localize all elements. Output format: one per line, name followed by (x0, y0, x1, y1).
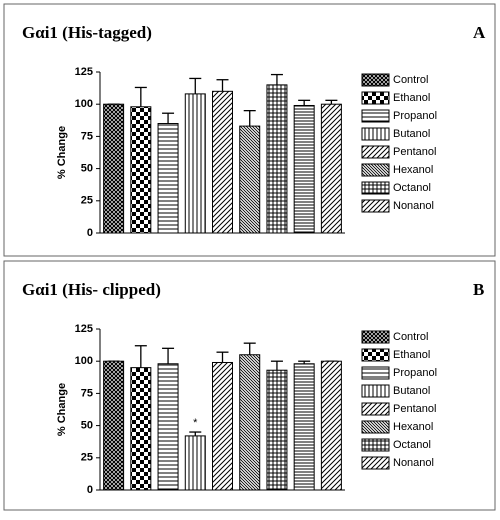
legend-swatch (361, 402, 390, 416)
bar (266, 84, 288, 234)
bar (130, 106, 152, 234)
y-tick-label: 75 (81, 130, 93, 142)
bar (320, 103, 342, 234)
legend-label: Nonanol (393, 457, 434, 469)
bar (103, 360, 125, 491)
legend-label: Ethanol (393, 92, 430, 104)
legend-label: Propanol (393, 110, 437, 122)
y-tick-label: 0 (87, 484, 93, 496)
y-tick-label: 75 (81, 387, 93, 399)
legend-swatch (361, 145, 390, 159)
legend-label: Propanol (393, 367, 437, 379)
legend-label: Hexanol (393, 421, 433, 433)
y-axis-label: % Change (56, 126, 68, 179)
bar (103, 103, 125, 234)
legend-swatch (361, 199, 390, 213)
legend-swatch (361, 384, 390, 398)
bar (293, 363, 315, 491)
legend-swatch (361, 456, 390, 470)
legend-label: Control (393, 331, 428, 343)
y-tick-label: 25 (81, 195, 93, 207)
legend-label: Ethanol (393, 349, 430, 361)
bar (130, 367, 152, 491)
legend-swatch (361, 91, 390, 105)
bar (212, 361, 233, 491)
y-tick-label: 0 (87, 227, 93, 239)
legend-swatch (361, 348, 390, 362)
bar (239, 125, 261, 234)
bar (320, 360, 342, 491)
bar (239, 354, 261, 491)
legend-label: Pentanol (393, 403, 436, 415)
y-axis-label: % Change (56, 383, 68, 436)
legend-label: Octanol (393, 182, 431, 194)
y-tick-label: 50 (81, 420, 93, 432)
y-tick-label: 50 (81, 163, 93, 175)
y-tick-label: 125 (75, 323, 93, 335)
bar (266, 369, 288, 491)
legend-swatch (361, 109, 390, 123)
legend-label: Butanol (393, 385, 430, 397)
panel-title: Gαi1 (His-tagged) (22, 23, 152, 42)
legend-swatch (361, 163, 390, 177)
bar (184, 435, 206, 491)
legend-swatch (361, 420, 390, 434)
legend-swatch (361, 127, 390, 141)
legend-swatch (361, 438, 390, 452)
panel-label: A (473, 23, 486, 42)
y-tick-label: 125 (75, 66, 93, 78)
panel-label: B (473, 280, 484, 299)
legend-label: Octanol (393, 439, 431, 451)
legend-swatch (361, 73, 390, 87)
panel-frame (3, 3, 496, 257)
bar (157, 123, 179, 234)
legend-label: Nonanol (393, 200, 434, 212)
panel-frame (3, 260, 496, 511)
y-tick-label: 100 (75, 98, 93, 110)
legend-label: Butanol (393, 128, 430, 140)
legend-swatch (361, 366, 390, 380)
bar (184, 93, 206, 234)
bar (293, 104, 315, 234)
legend-label: Control (393, 74, 428, 86)
bar (212, 90, 233, 234)
legend-label: Pentanol (393, 146, 436, 158)
y-tick-label: 25 (81, 452, 93, 464)
y-tick-label: 100 (75, 355, 93, 367)
legend-swatch (361, 181, 390, 195)
annotation: * (193, 417, 198, 429)
panel-title: Gαi1 (His- clipped) (22, 280, 161, 299)
bar (157, 363, 179, 491)
legend-swatch (361, 330, 390, 344)
legend-label: Hexanol (393, 164, 433, 176)
